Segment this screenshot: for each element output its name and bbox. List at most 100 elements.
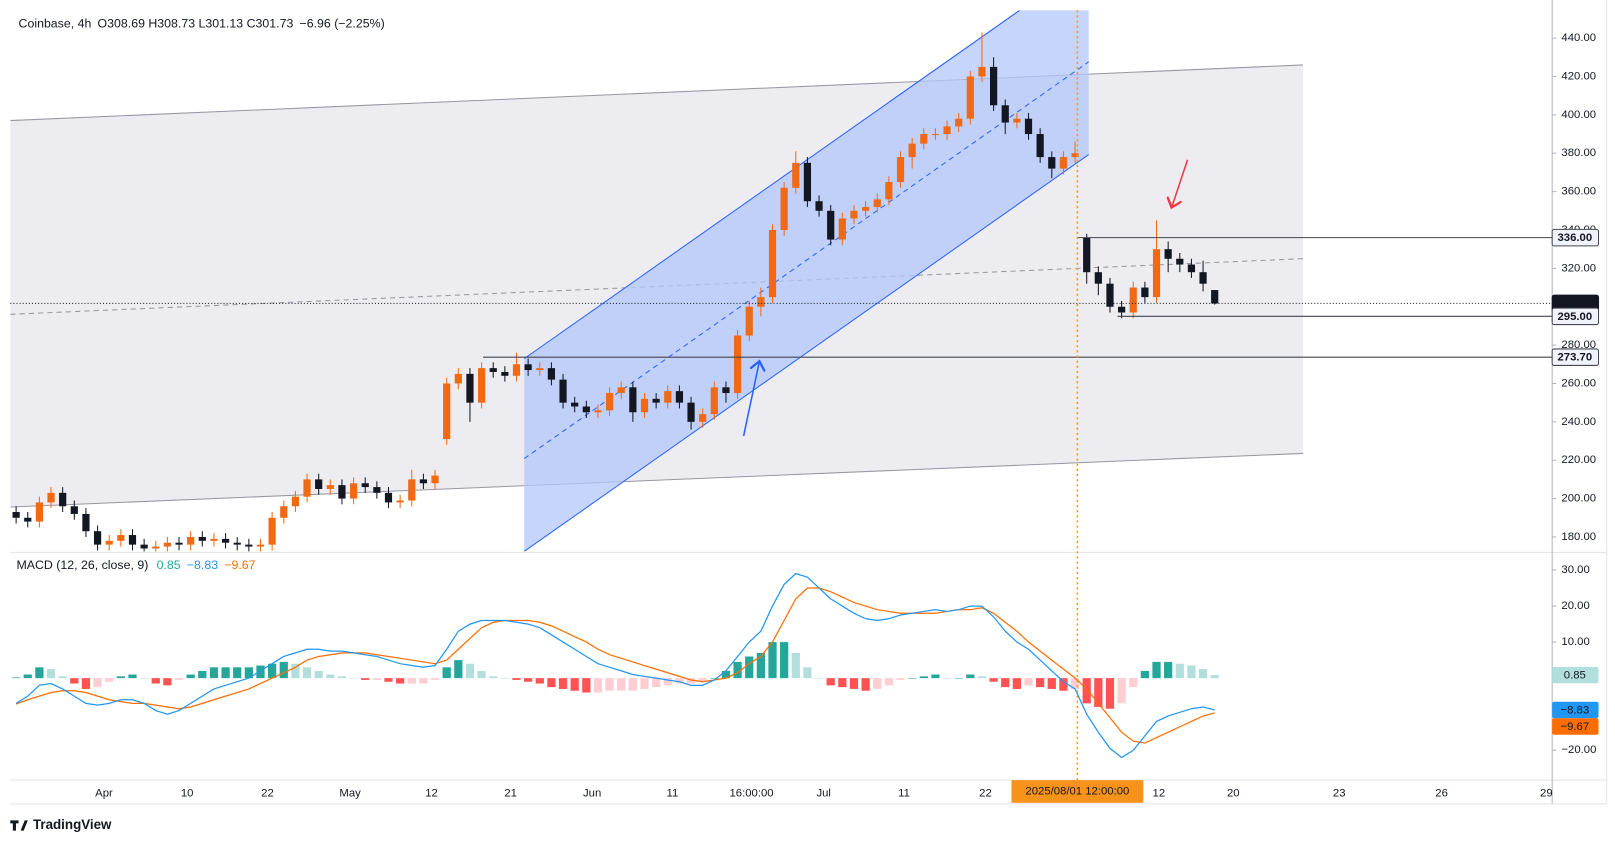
histogram-bar bbox=[524, 678, 533, 682]
y-tick-label: 20.00 bbox=[1561, 600, 1589, 612]
histogram-bar bbox=[628, 678, 637, 691]
histogram-bar bbox=[535, 678, 544, 684]
candle-body bbox=[815, 201, 823, 211]
candle-body bbox=[1164, 249, 1172, 259]
y-tick-label: −20.00 bbox=[1561, 744, 1596, 756]
candle-body bbox=[582, 406, 590, 413]
candle-body bbox=[47, 492, 55, 503]
candle-body bbox=[512, 364, 521, 376]
histogram-bar bbox=[302, 667, 312, 679]
histogram-bar bbox=[838, 678, 847, 688]
histogram-bar bbox=[977, 676, 987, 679]
histogram-bar bbox=[337, 676, 347, 679]
histogram-bar bbox=[430, 678, 440, 680]
candle-body bbox=[349, 483, 358, 499]
y-tick-label: 220.00 bbox=[1561, 454, 1596, 466]
histogram-bar bbox=[477, 670, 486, 679]
candle-body bbox=[233, 542, 241, 545]
histogram-bar bbox=[605, 678, 614, 691]
axes: 180.00 200.00 220.00 240.00 260.00 280.00 320.… bbox=[95, 32, 1596, 799]
histogram-bar bbox=[966, 674, 975, 679]
macd-title: MACD (12, 26, close, 9) bbox=[16, 558, 148, 572]
y-tick-label: 420.00 bbox=[1561, 70, 1596, 82]
candle-body bbox=[454, 373, 462, 384]
candle-body bbox=[640, 398, 649, 413]
candle-body bbox=[675, 391, 684, 403]
histogram-bar bbox=[733, 661, 742, 679]
x-tick-label: May bbox=[339, 788, 361, 800]
candle-body bbox=[431, 475, 439, 484]
y-tick-label: 380.00 bbox=[1561, 147, 1596, 159]
histogram-bar bbox=[558, 678, 568, 689]
level-label-box bbox=[1551, 348, 1600, 366]
histogram-bar bbox=[151, 678, 160, 684]
histogram-bar bbox=[500, 678, 509, 679]
candle-body bbox=[1059, 157, 1068, 169]
candle-body bbox=[105, 540, 113, 545]
histogram-bar bbox=[756, 652, 765, 679]
candle-body bbox=[838, 218, 846, 240]
histogram-bar bbox=[745, 656, 754, 679]
histogram-bar bbox=[11, 677, 21, 679]
candle-body bbox=[605, 393, 614, 411]
histogram-bar bbox=[791, 652, 800, 679]
level-label: 336.00 bbox=[1558, 232, 1593, 244]
candle-body bbox=[1152, 249, 1161, 298]
histogram-bar bbox=[116, 676, 125, 679]
histogram-bar bbox=[698, 678, 707, 682]
histogram-bar bbox=[186, 674, 195, 679]
candle-body bbox=[652, 398, 660, 403]
candle-body bbox=[920, 134, 928, 144]
candle-body bbox=[664, 391, 672, 403]
x-tick-label: 26 bbox=[1435, 788, 1448, 800]
level-label: 273.70 bbox=[1558, 352, 1593, 364]
arrow bbox=[742, 363, 759, 437]
histogram-bar bbox=[826, 678, 835, 686]
y-tick-label: 280.00 bbox=[1561, 339, 1596, 351]
candle-body bbox=[1071, 153, 1079, 158]
candle-body bbox=[198, 536, 206, 541]
candle-body bbox=[1048, 157, 1056, 169]
candle-body bbox=[373, 487, 381, 493]
histogram-bar bbox=[1012, 678, 1022, 689]
histogram-bar bbox=[989, 678, 998, 682]
histogram-bar bbox=[105, 678, 114, 682]
candle-body bbox=[326, 485, 334, 489]
candle-body bbox=[873, 199, 881, 207]
histogram-bar bbox=[663, 678, 672, 686]
y-tick-label: 360.00 bbox=[1561, 186, 1596, 198]
histogram-bar bbox=[163, 678, 172, 686]
histogram-bar bbox=[349, 678, 358, 679]
y-tick-label: 200.00 bbox=[1561, 493, 1596, 505]
level-label: 301.73 bbox=[1558, 298, 1593, 310]
candle-body bbox=[419, 479, 428, 484]
candle-body bbox=[477, 368, 486, 403]
histogram-bar bbox=[442, 667, 451, 679]
candle-body bbox=[1211, 290, 1219, 304]
histogram-bar bbox=[1164, 661, 1173, 679]
candle-body bbox=[792, 162, 800, 188]
symbol-legend: Coinbase, 4h O308.69 H308.73 L301.13 C301… bbox=[19, 17, 385, 31]
histogram-bar bbox=[1001, 678, 1010, 688]
histogram-bar bbox=[233, 667, 242, 679]
histogram-bar bbox=[1070, 678, 1080, 689]
histogram-bar bbox=[710, 678, 719, 679]
histogram-bar bbox=[593, 678, 603, 693]
candle-body bbox=[978, 66, 986, 77]
macd-line bbox=[15, 572, 1215, 759]
candle-body bbox=[70, 506, 78, 514]
candle-body bbox=[245, 544, 253, 547]
x-tick-label: 22 bbox=[979, 788, 992, 800]
candle-body bbox=[35, 502, 43, 522]
candle-body bbox=[1199, 272, 1207, 284]
value-label: 0.85 bbox=[1564, 670, 1586, 682]
histogram-bar bbox=[407, 678, 416, 684]
histogram-bar bbox=[908, 678, 917, 679]
channel-line bbox=[10, 452, 1303, 508]
histogram-bar bbox=[582, 678, 591, 693]
candle-body bbox=[117, 535, 125, 541]
histogram-bar bbox=[314, 670, 323, 679]
candle-body bbox=[303, 479, 311, 497]
x-tick-label: 10 bbox=[181, 788, 194, 800]
histogram-value: 0.85 bbox=[157, 558, 181, 572]
